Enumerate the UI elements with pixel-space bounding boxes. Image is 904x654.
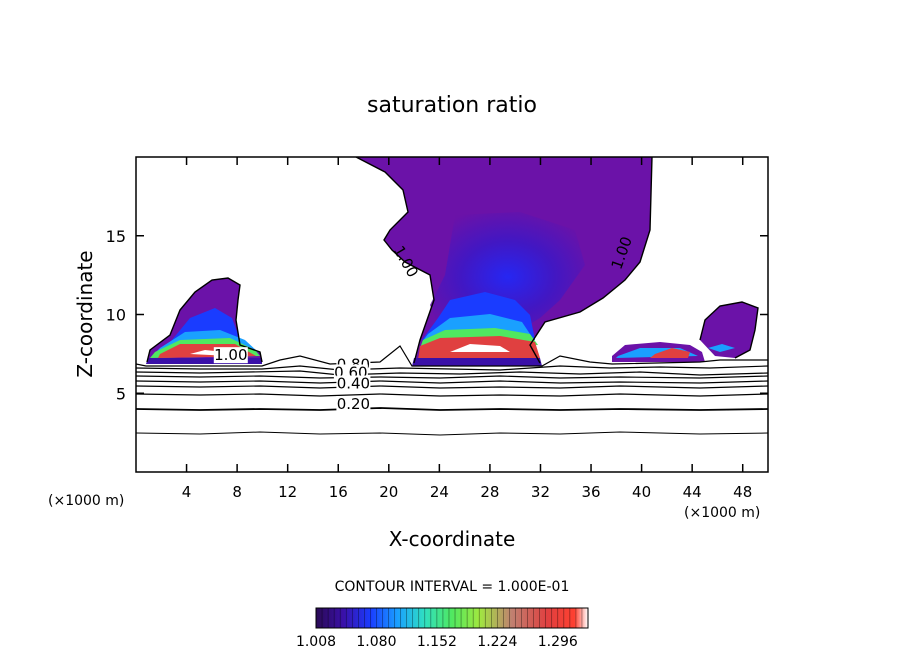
cloud-center-white <box>450 344 510 352</box>
x-tick-label: 28 <box>480 483 499 501</box>
x-tick-label: 36 <box>581 483 600 501</box>
contour-line-0.30 <box>136 393 768 397</box>
x-unit-left: (×1000 m) <box>48 493 124 509</box>
x-tick-label: 24 <box>430 483 449 501</box>
contour-line-0.40 <box>136 385 768 389</box>
x-tick-label: 40 <box>632 483 651 501</box>
contour-line-1.00-center <box>355 157 653 364</box>
contour-line-0.60 <box>136 375 768 379</box>
x-tick-label: 12 <box>278 483 297 501</box>
x-tick-label: 20 <box>379 483 398 501</box>
contour-label-bg <box>336 396 371 412</box>
contour-label-bg <box>213 347 248 364</box>
y-axis-title: Z-coordinate <box>73 250 97 377</box>
colorbar: 1.008 1.080 1.152 1.224 1.296 <box>296 607 589 650</box>
colorbar-tick-label: 1.152 <box>417 634 457 650</box>
colorbar-gradient <box>315 607 589 629</box>
contour-lines <box>136 157 768 436</box>
colorbar-tick-label: 1.008 <box>296 634 336 650</box>
x-unit-right: (×1000 m) <box>684 505 760 521</box>
y-tick-label: 5 <box>116 384 126 403</box>
colorbar-tick-label: 1.080 <box>356 634 396 650</box>
x-tick-label: 48 <box>733 483 752 501</box>
colorbar-labels: 1.008 1.080 1.152 1.224 1.296 <box>296 634 578 650</box>
colorbar-tick-label: 1.296 <box>538 634 578 650</box>
contour-label-bg <box>336 375 371 392</box>
contour-line-1.00-farright <box>699 301 759 359</box>
x-tick-label: 16 <box>329 483 348 501</box>
x-tick-label: 44 <box>683 483 702 501</box>
y-axis: 5 10 15 <box>106 227 768 403</box>
contour-line-0.10 <box>136 431 768 436</box>
contour-label: 1.00 <box>214 346 247 364</box>
colorbar-stripes <box>315 608 589 628</box>
cloud-right-red <box>650 348 690 358</box>
contour-line-0.50 <box>136 380 768 384</box>
colorbar-tick-label: 1.224 <box>477 634 517 650</box>
x-tick-label: 32 <box>531 483 550 501</box>
contour-label: 0.20 <box>337 395 370 413</box>
x-axis: 4 8 12 16 20 24 28 32 36 40 44 48 <box>182 157 752 501</box>
contour-labels: 1.001.001.000.800.600.400.20 <box>213 234 636 413</box>
x-tick-label: 8 <box>232 483 242 501</box>
y-tick-label: 15 <box>106 227 126 246</box>
x-tick-label: 4 <box>182 483 192 501</box>
contour-label: 0.40 <box>337 375 370 393</box>
cloud-farright-purple <box>700 302 758 358</box>
contour-line-0.70 <box>136 370 768 376</box>
cloud-farright-blue <box>708 344 735 352</box>
x-axis-title: X-coordinate <box>389 527 516 551</box>
contour-line-1.00-left <box>146 277 263 363</box>
contour-line-0.90 <box>136 345 768 367</box>
chart-title: saturation ratio <box>367 93 537 118</box>
y-tick-label: 10 <box>106 306 126 325</box>
contour-line-0.20 <box>136 407 768 411</box>
contour-interval-text: CONTOUR INTERVAL = 1.000E-01 <box>335 579 570 595</box>
contour-line-0.80 <box>136 365 768 371</box>
cloud-center-base <box>412 358 542 366</box>
